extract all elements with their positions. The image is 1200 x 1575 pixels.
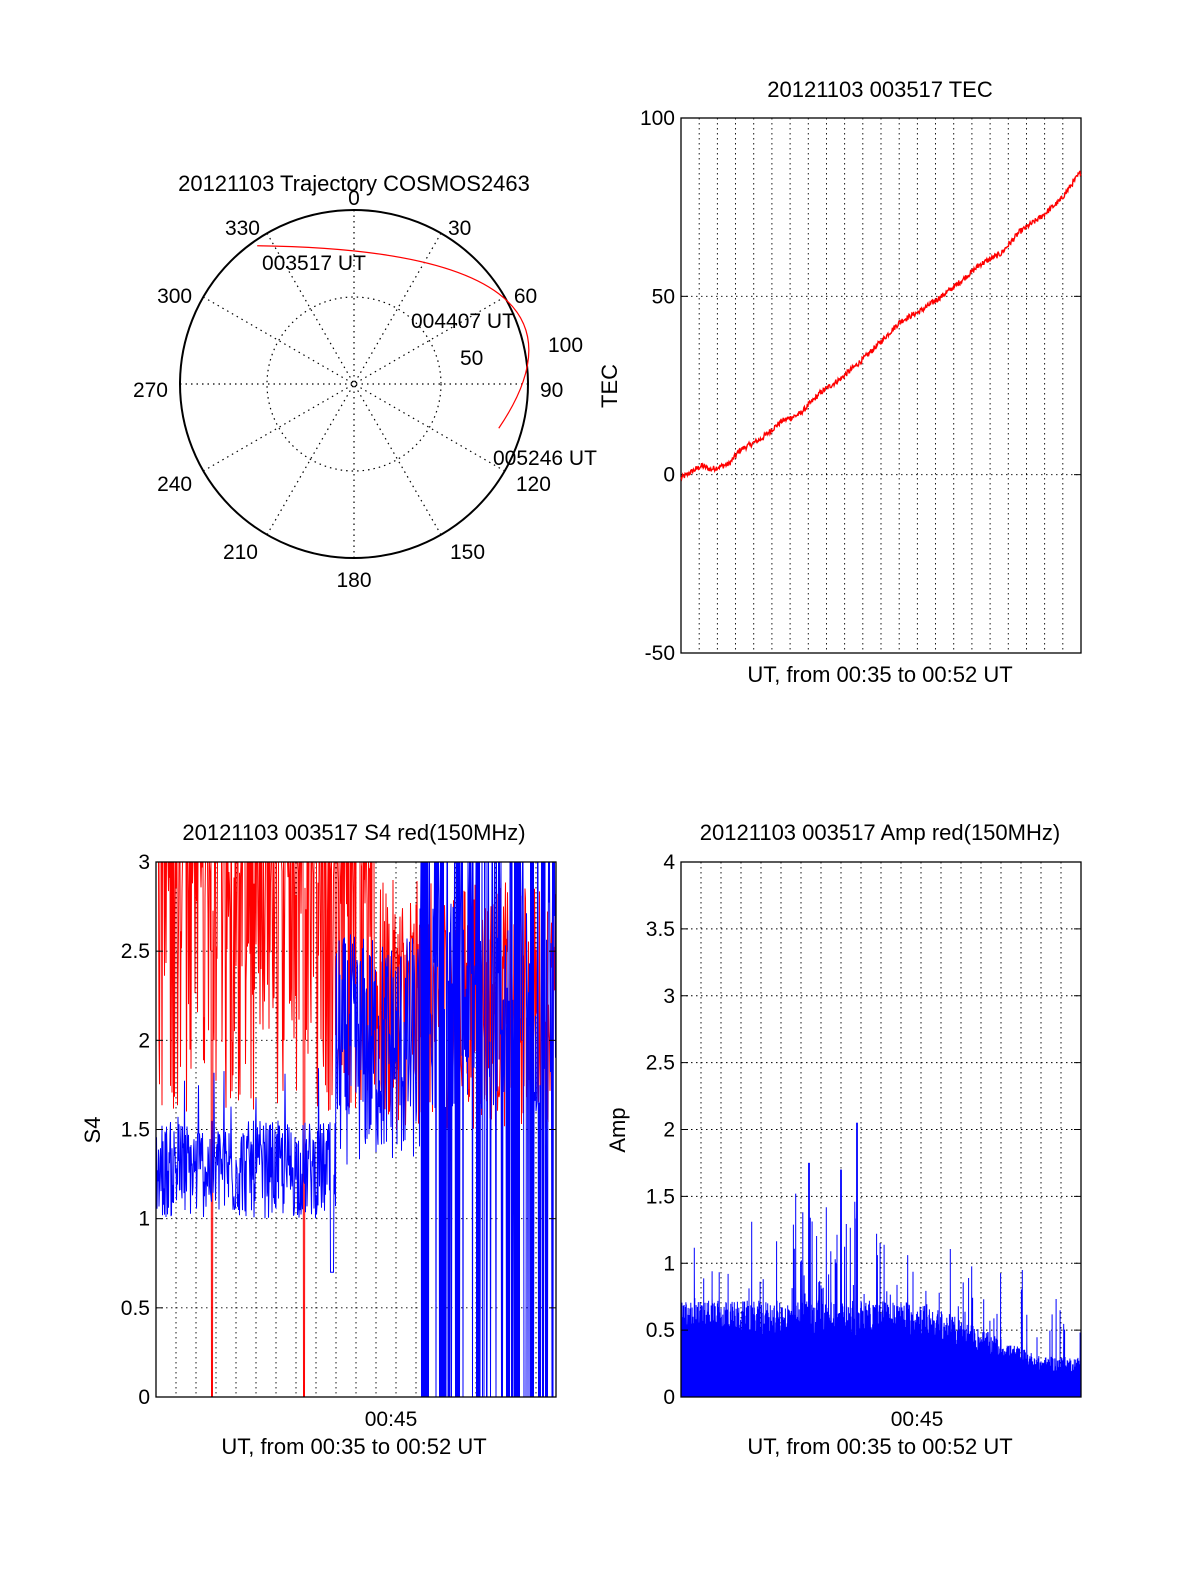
s4-title: 20121103 003517 S4 red(150MHz) (182, 820, 525, 845)
polar-ring-50 (266, 296, 442, 472)
tec-plot-frame (680, 117, 1082, 654)
polar-azimuth-label: 300 (157, 285, 192, 308)
amp-x-tick-label: 00:45 (891, 1408, 944, 1431)
tec-x-label: UT, from 00:35 to 00:52 UT (747, 662, 1012, 687)
polar-azimuth-label: 180 (336, 569, 371, 592)
y-tick-label: 1 (138, 1208, 150, 1231)
y-tick-label: 100 (640, 107, 675, 130)
s4-blue-band (456, 862, 460, 1397)
amp-y-label: Amp (605, 1107, 630, 1152)
y-tick-label: 0.5 (121, 1297, 150, 1320)
y-tick-label: 50 (652, 285, 675, 308)
polar-azimuth-label: 240 (157, 473, 192, 496)
polar-panel: 20121103 Trajectory COSMOS2463 0 30 60 90 12… (133, 171, 597, 592)
s4-blue-line (155, 861, 557, 1398)
y-tick-label: 4 (663, 851, 675, 874)
tec-title: 20121103 003517 TEC (767, 77, 993, 102)
y-tick-label: 2 (138, 1029, 150, 1052)
polar-azimuth-label: 330 (225, 217, 260, 240)
polar-azimuth-label: 270 (133, 379, 168, 402)
y-tick-label: 0.5 (646, 1319, 675, 1342)
y-tick-label: 3 (138, 851, 150, 874)
polar-azimuth-label: 120 (516, 473, 551, 496)
y-tick-label: 0 (663, 1386, 675, 1409)
polar-grid (179, 209, 529, 559)
s4-blue-band (440, 862, 444, 1397)
y-tick-label: 2.5 (121, 940, 150, 963)
s4-y-ticks: 0 0.5 1 1.5 2 2.5 3 (121, 851, 556, 1409)
y-tick-label: 2 (663, 1119, 675, 1142)
s4-blue-band (514, 862, 520, 1397)
amp-y-ticks: 0 0.5 1 1.5 2 2.5 3 3.5 4 (646, 851, 1081, 1409)
s4-x-tick-label: 00:45 (365, 1408, 418, 1431)
s4-blue-band (530, 862, 534, 1397)
y-tick-label: 3.5 (646, 918, 675, 941)
polar-azimuth-label: 30 (448, 217, 471, 240)
tec-panel: 20121103 003517 TEC -50 0 50 100 UT, from 0… (597, 77, 1082, 687)
s4-panel: 20121103 003517 S4 red(150MHz) 0 0.5 1 1.5 2… (80, 820, 557, 1459)
y-tick-label: 1.5 (121, 1119, 150, 1142)
y-tick-label: 1 (663, 1252, 675, 1275)
trajectory-mid-label: 004407 UT (411, 310, 515, 333)
polar-azimuth-label: 210 (223, 541, 258, 564)
y-tick-label: 0 (138, 1386, 150, 1409)
s4-x-label: UT, from 00:35 to 00:52 UT (221, 1434, 486, 1459)
tec-y-ticks: -50 0 50 100 (640, 107, 1081, 665)
s4-blue-band (476, 862, 480, 1397)
y-tick-label: 2.5 (646, 1052, 675, 1075)
y-tick-label: -50 (645, 642, 675, 665)
polar-radius-label-50: 50 (460, 347, 483, 370)
y-tick-label: 1.5 (646, 1185, 675, 1208)
polar-radius-labels: 50 100 (460, 334, 583, 370)
amp-panel: 20121103 003517 Amp red(150MHz) 0 0.5 1 1.5… (605, 820, 1082, 1459)
polar-azimuth-label: 150 (450, 541, 485, 564)
y-tick-label: 3 (663, 985, 675, 1008)
trajectory-line (257, 245, 530, 429)
trajectory-end-label: 005246 UT (493, 447, 597, 470)
polar-azimuth-labels: 0 30 60 90 120 150 180 210 240 270 300 330 (133, 187, 563, 592)
trajectory-start-label: 003517 UT (262, 252, 366, 275)
s4-blue-band (422, 862, 428, 1397)
polar-radius-label-100: 100 (548, 334, 583, 357)
amp-x-label: UT, from 00:35 to 00:52 UT (747, 1434, 1012, 1459)
tec-y-label: TEC (597, 364, 622, 408)
amp-title: 20121103 003517 Amp red(150MHz) (700, 820, 1060, 845)
polar-azimuth-label: 60 (514, 285, 537, 308)
s4-y-label: S4 (80, 1117, 105, 1144)
tec-grid (681, 118, 1081, 653)
tec-series-line (680, 170, 1082, 482)
polar-title: 20121103 Trajectory COSMOS2463 (178, 171, 530, 196)
polar-azimuth-label: 0 (348, 187, 360, 210)
y-tick-label: 0 (663, 464, 675, 487)
s4-blue-series (155, 861, 557, 1398)
polar-azimuth-label: 90 (540, 379, 563, 402)
